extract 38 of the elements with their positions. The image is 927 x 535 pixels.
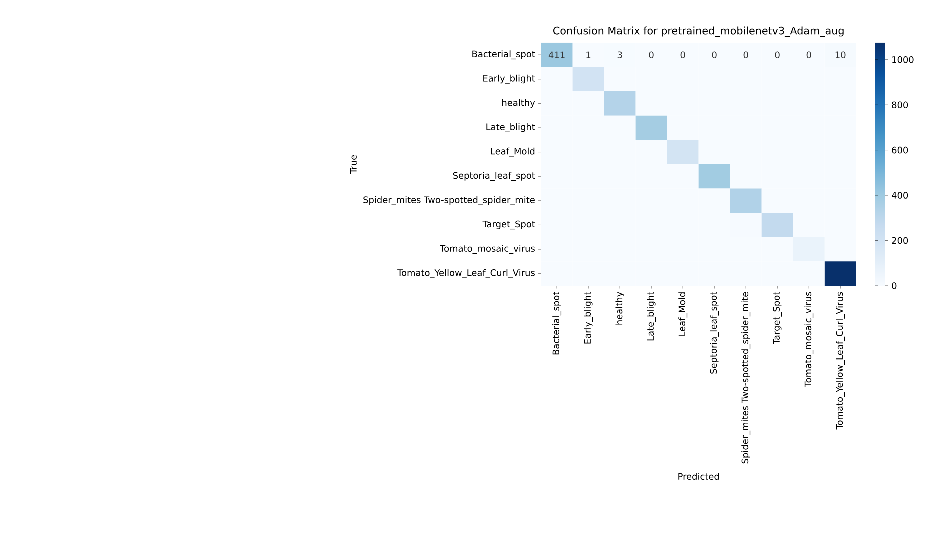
color-bar-label: 1000 [892, 56, 914, 64]
color-bar-label: 400 [892, 192, 908, 199]
data-label: 0 [649, 52, 654, 58]
data-label: 0 [744, 52, 748, 58]
y-tick-label: Leaf_Mold [491, 148, 535, 157]
y-tick-label: Tomato_Yellow_Leaf_Curl_Virus [398, 269, 535, 278]
color-bar-label: 200 [892, 237, 908, 244]
x-tick-label: Target_Spot [773, 292, 782, 344]
data-label: 411 [548, 52, 565, 58]
color-bar-label: 0 [892, 282, 897, 290]
y-tick-label: Bacterial_spot [472, 50, 536, 60]
y-tick-label: Spider_mites Two-spotted_spider_mite [364, 196, 535, 206]
y-tick-label: Septoria_leaf_spot [453, 172, 536, 181]
y-tick-label: Early_blight [484, 74, 536, 84]
x-tick-label: Late_blight [647, 292, 656, 340]
x-tick-label: Leaf_Mold [678, 292, 688, 336]
data-label: 1 [586, 52, 591, 58]
x-axis-title: Predicted [678, 472, 720, 480]
data-label: 0 [680, 52, 686, 58]
x-tick-label: Tomato_Yellow_Leaf_Curl_Virus [836, 292, 846, 430]
x-tick-label: healthy [616, 292, 624, 325]
x-tick-label: Septoria_leaf_spot [710, 292, 720, 374]
data-label: 0 [775, 52, 780, 58]
x-tick-label: Tomato_mosaic_virus [804, 292, 814, 388]
x-tick-label: Early_blight [584, 292, 594, 344]
x-tick-label: Spider_mites Two-spotted_spider_mite [742, 292, 751, 464]
y-tick-label: healthy [502, 99, 536, 108]
data-label: 0 [806, 52, 812, 58]
y-tick-label: Late_blight [486, 123, 536, 132]
data-label: 0 [712, 52, 717, 58]
y-tick-label: Tomato_mosaic_virus [440, 244, 535, 254]
data-label: 10 [836, 52, 846, 58]
data-label: 3 [618, 52, 622, 58]
chart-title: Confusion Matrix for pretrained_mobilenetv3_Adam_aug [554, 26, 844, 37]
y-tick-label: Target_Spot [482, 220, 536, 230]
color-bar-label: 600 [892, 146, 908, 154]
y-axis-title: True [350, 155, 357, 174]
color-bar-label: 800 [892, 102, 908, 108]
